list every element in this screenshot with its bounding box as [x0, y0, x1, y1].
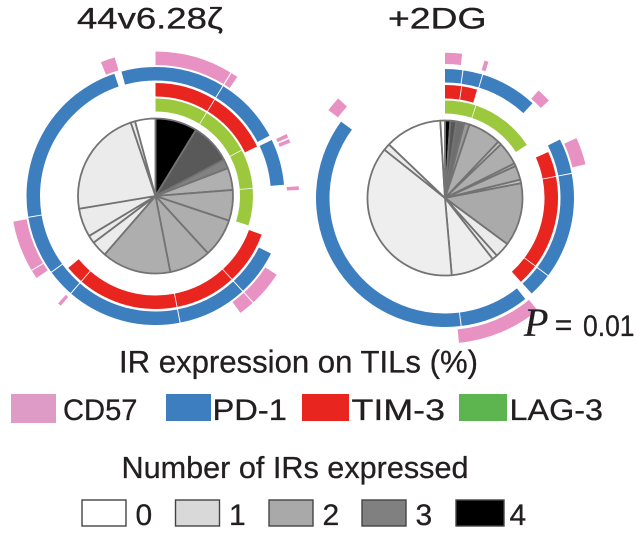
- svg-text:LAG-3: LAG-3: [510, 394, 604, 427]
- svg-text:P: P: [523, 300, 548, 345]
- svg-text:44v6.28ζ: 44v6.28ζ: [77, 3, 223, 36]
- svg-text:+2DG: +2DG: [388, 3, 487, 36]
- svg-text:PD-1: PD-1: [213, 394, 288, 427]
- svg-text:TIM-3: TIM-3: [352, 394, 446, 427]
- svg-text:CD57: CD57: [63, 394, 138, 427]
- svg-text:Number of IRs expressed: Number of IRs expressed: [122, 450, 469, 485]
- svg-text:4: 4: [510, 499, 527, 532]
- svg-text:2: 2: [323, 499, 340, 532]
- svg-text:1: 1: [229, 499, 246, 532]
- svg-text:=: =: [555, 309, 573, 342]
- svg-text:0.01: 0.01: [583, 310, 635, 343]
- svg-text:IR expression on TILs (%): IR expression on TILs (%): [119, 344, 478, 380]
- svg-text:3: 3: [416, 499, 433, 532]
- svg-text:0: 0: [136, 499, 153, 532]
